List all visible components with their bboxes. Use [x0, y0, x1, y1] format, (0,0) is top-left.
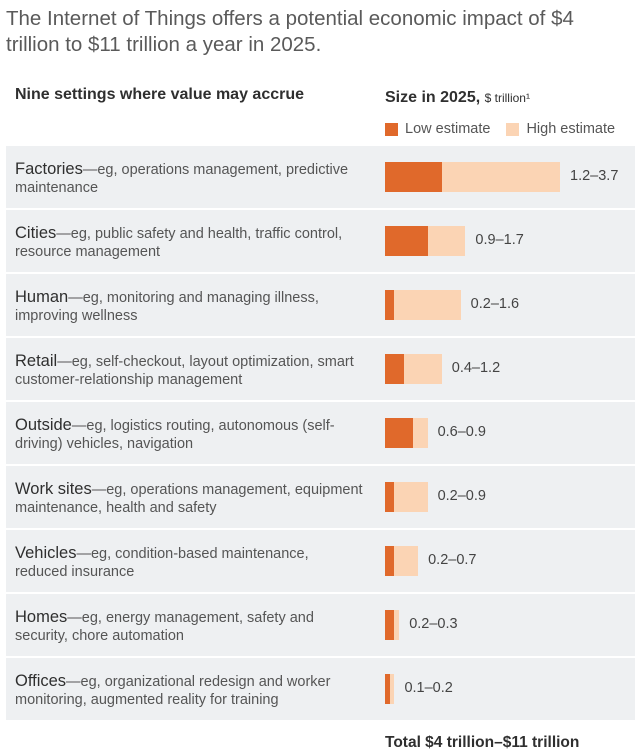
range-data-label: 0.6–0.9	[437, 424, 486, 440]
setting-text: Retail—eg, self-checkout, layout optimiz…	[15, 352, 365, 389]
settings-table: Factories—eg, operations management, pre…	[6, 146, 635, 722]
bar-high-estimate	[385, 290, 461, 320]
bar-high-estimate	[385, 674, 395, 704]
setting-text: Cities—eg, public safety and health, tra…	[15, 224, 365, 261]
setting-description: —eg, energy management, safety and secur…	[15, 610, 314, 644]
setting-name: Vehicles	[15, 544, 77, 562]
size-header-unit: $ trillion¹	[484, 91, 530, 105]
setting-name: Human	[15, 288, 69, 306]
bar-low-estimate	[385, 674, 390, 704]
range-data-label: 0.4–1.2	[451, 360, 501, 376]
legend-high-label: High estimate	[526, 121, 616, 137]
setting-name: Retail	[15, 352, 58, 370]
setting-name: Homes	[15, 608, 68, 626]
chart-row: Cities—eg, public safety and health, tra…	[6, 210, 635, 274]
setting-name: Offices	[15, 672, 67, 690]
setting-text: Work sites—eg, operations management, eq…	[15, 480, 365, 517]
chart-row: Outside—eg, logistics routing, autonomou…	[6, 402, 635, 466]
size-header-label: Size in 2025,	[385, 89, 481, 106]
bar-low-estimate	[385, 354, 404, 384]
bar-low-estimate	[385, 418, 414, 448]
bar-low-estimate	[385, 610, 395, 640]
legend-low-swatch	[385, 122, 398, 136]
chart-row: Offices—eg, organizational redesign and …	[6, 658, 635, 722]
range-data-label: 0.2–1.6	[470, 296, 520, 312]
chart-title: The Internet of Things offers a potentia…	[6, 7, 574, 56]
chart-row: Vehicles—eg, condition-based maintenance…	[6, 530, 635, 594]
range-data-label: 0.1–0.2	[404, 680, 453, 696]
chart-row: Homes—eg, energy management, safety and …	[6, 594, 635, 658]
setting-name: Factories	[15, 160, 83, 178]
total-label: Total $4 trillion–$11 trillion	[385, 734, 580, 751]
setting-name: Cities	[15, 224, 57, 242]
range-data-label: 0.2–0.9	[437, 488, 486, 504]
setting-description: —eg, operations management, predictive m…	[15, 162, 349, 196]
range-data-label: 0.9–1.7	[475, 232, 524, 248]
setting-description: —eg, public safety and health, traffic c…	[15, 226, 343, 260]
size-column-header: Size in 2025, $ trillion¹	[385, 89, 530, 107]
legend: Low estimate High estimate	[385, 121, 615, 137]
legend-low-label: Low estimate	[405, 121, 491, 137]
setting-name: Work sites	[15, 480, 92, 498]
setting-text: Outside—eg, logistics routing, autonomou…	[15, 416, 365, 453]
setting-text: Vehicles—eg, condition-based maintenance…	[15, 544, 365, 581]
bar-low-estimate	[385, 226, 428, 256]
setting-description: —eg, monitoring and managing illness, im…	[15, 290, 319, 324]
bar-low-estimate	[385, 546, 395, 576]
setting-text: Homes—eg, energy management, safety and …	[15, 608, 365, 645]
setting-description: —eg, logistics routing, autonomous (self…	[15, 418, 335, 452]
setting-description: —eg, operations management, equipment ma…	[15, 482, 363, 516]
setting-text: Human—eg, monitoring and managing illnes…	[15, 288, 365, 325]
range-data-label: 1.2–3.7	[570, 168, 619, 184]
setting-text: Factories—eg, operations management, pre…	[15, 160, 365, 197]
setting-description: —eg, self-checkout, layout optimization,…	[15, 354, 354, 388]
setting-name: Outside	[15, 416, 72, 434]
settings-column-header: Nine settings where value may accrue	[15, 86, 305, 103]
setting-text: Offices—eg, organizational redesign and …	[15, 672, 365, 709]
legend-high-swatch	[506, 122, 520, 136]
range-data-label: 0.2–0.3	[409, 616, 458, 632]
chart-row: Human—eg, monitoring and managing illnes…	[6, 274, 635, 338]
setting-description: —eg, condition-based maintenance, reduce…	[15, 546, 309, 580]
bar-low-estimate	[385, 290, 395, 320]
setting-description: —eg, organizational redesign and worker …	[15, 674, 331, 708]
chart-row: Retail—eg, self-checkout, layout optimiz…	[6, 338, 635, 402]
chart-row: Work sites—eg, operations management, eq…	[6, 466, 635, 530]
chart-row: Factories—eg, operations management, pre…	[6, 146, 635, 210]
bar-low-estimate	[385, 162, 442, 192]
range-data-label: 0.2–0.7	[428, 552, 477, 568]
bar-low-estimate	[385, 482, 395, 512]
